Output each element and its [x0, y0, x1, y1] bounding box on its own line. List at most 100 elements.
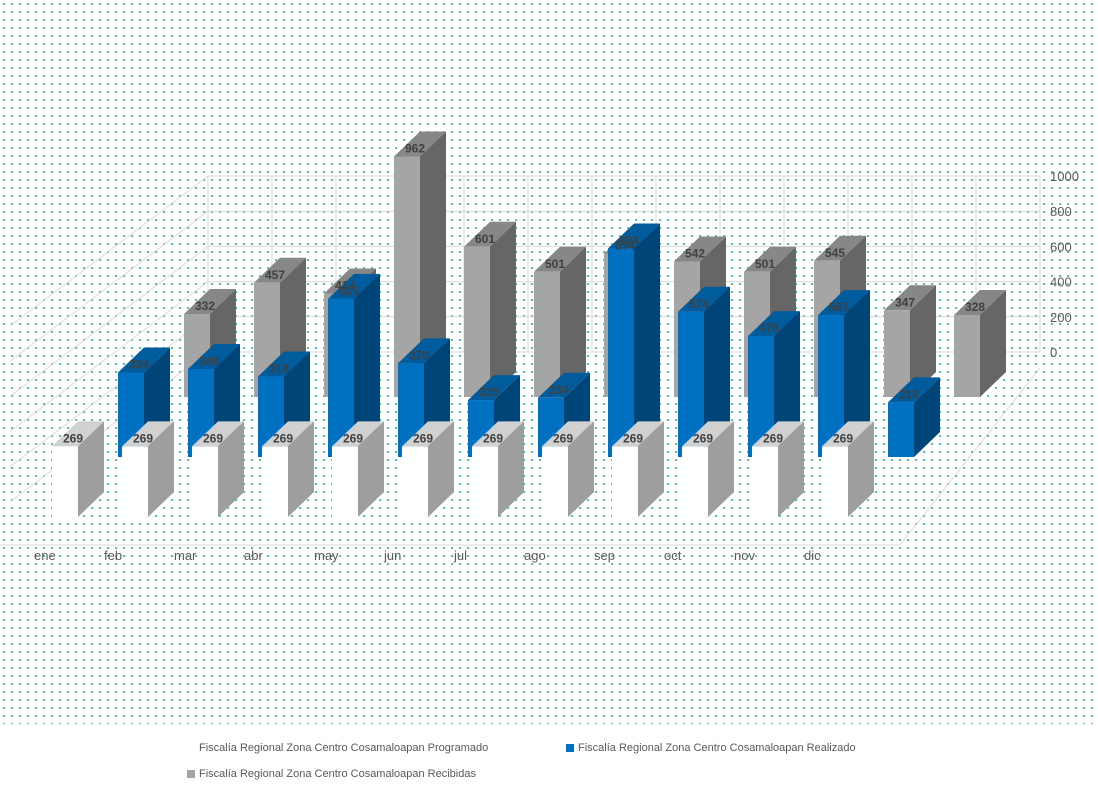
bar-side-face [420, 131, 446, 397]
bar-top-face [818, 290, 870, 316]
data-label: 625 [339, 284, 359, 298]
side-gridline [9, 246, 209, 397]
bar-top-face [674, 236, 726, 262]
x-tick-label: sep [594, 548, 615, 563]
bar-front-face [472, 446, 498, 517]
legend-swatch-realizado [566, 744, 574, 752]
data-label: 269 [483, 431, 503, 445]
data-label: 225 [479, 385, 499, 399]
floor-right-edge [899, 367, 1041, 546]
bar-top-face [748, 311, 800, 337]
bar-front-face [542, 446, 568, 517]
bar-side-face [778, 421, 804, 517]
bar-top-face [258, 351, 310, 377]
legend-swatch-recibidas [187, 770, 195, 778]
bar-front-face [954, 315, 980, 397]
bar-side-face [148, 421, 174, 517]
x-tick-label: dic [804, 548, 821, 563]
bar-top-face [682, 421, 734, 447]
bar-front-face [332, 446, 358, 517]
bar-side-face [910, 285, 936, 397]
bar-side-face [774, 311, 800, 457]
legend-item-programado: Fiscalía Regional Zona Centro Cosamaloap… [187, 742, 488, 754]
legend-item-realizado: Fiscalía Regional Zona Centro Cosamaloap… [566, 742, 856, 754]
data-label: 269 [203, 431, 223, 445]
y-tick-label: 200 [1050, 310, 1072, 325]
data-label: 269 [273, 431, 293, 445]
x-tick-label: mar [174, 548, 197, 563]
bar-2-may [464, 221, 516, 397]
bar-front-face [682, 446, 708, 517]
data-label: 269 [413, 431, 433, 445]
data-label: 216 [899, 387, 919, 401]
x-tick-label: ene [34, 548, 56, 563]
data-label: 269 [553, 431, 573, 445]
data-label: 962 [405, 142, 425, 156]
bar-top-face [678, 286, 730, 312]
bar-top-face [612, 421, 664, 447]
bar-side-face [844, 290, 870, 457]
data-label: 318 [269, 362, 289, 376]
data-label: 574 [615, 239, 635, 253]
bar-top-face [184, 289, 236, 314]
y-tick-label: 600 [1050, 239, 1072, 254]
bar-top-face [464, 221, 516, 247]
legend-swatch-programado [187, 744, 195, 752]
data-label: 370 [409, 348, 429, 362]
bar-side-face [78, 421, 104, 517]
bar-front-face [608, 248, 634, 457]
bar-top-face [888, 377, 940, 403]
x-tick-label: nov [734, 548, 755, 563]
bar-front-face [52, 446, 78, 517]
bar-top-face [398, 338, 450, 364]
data-label: 414 [335, 279, 355, 293]
bar-2-dic [954, 290, 1006, 397]
bar-0-mar [192, 421, 244, 517]
bar-0-oct [682, 421, 734, 517]
bar-top-face [52, 421, 104, 447]
bar-top-face [542, 421, 594, 447]
bar-1-sep [678, 286, 730, 457]
x-tick-label: feb [104, 548, 122, 563]
x-tick-label: oct [664, 548, 682, 563]
bar-side-face [568, 421, 594, 517]
bar-0-sep [612, 421, 664, 517]
bar-top-face [122, 421, 174, 447]
legend-label-programado: Fiscalía Regional Zona Centro Cosamaloap… [199, 742, 489, 754]
data-label: 574 [689, 297, 709, 311]
bar-top-face [118, 347, 170, 373]
data-label: 269 [763, 431, 783, 445]
bar-top-face [332, 421, 384, 447]
bar-top-face [254, 257, 306, 283]
bar-side-face [914, 377, 940, 457]
data-label: 601 [475, 232, 495, 246]
side-gridline [9, 316, 209, 468]
bar-top-face [394, 131, 446, 157]
bar-side-face [428, 421, 454, 517]
bar-top-face [192, 421, 244, 447]
bar-front-face [888, 402, 914, 457]
bar-front-face [122, 446, 148, 517]
bar-front-face [752, 446, 778, 517]
bar-side-face [708, 421, 734, 517]
bar-top-face [608, 223, 660, 249]
bar-side-face [634, 223, 660, 457]
data-label: 501 [545, 257, 565, 271]
legend-label-recibidas: Fiscalía Regional Zona Centro Cosamaloap… [199, 768, 476, 780]
data-label: 269 [133, 431, 153, 445]
data-label: 269 [343, 431, 363, 445]
bar-side-face [560, 246, 586, 397]
data-label: 269 [833, 431, 853, 445]
chart-data-labels: 332 457 414 962 601 501 574 542 501 545 347 328 334 3… [63, 142, 985, 446]
x-tick-label: jun [383, 548, 401, 563]
bar-0-may [332, 421, 384, 517]
bar-top-face [328, 273, 380, 299]
bar-0-jun [402, 421, 454, 517]
bar-top-face [538, 372, 590, 398]
bar-side-face [980, 290, 1006, 397]
bar-top-face [744, 246, 796, 272]
bar-side-face [218, 421, 244, 517]
bar-0-dic [822, 421, 874, 517]
chart: 332 457 414 962 601 501 574 542 501 545 347 328 334 3… [0, 131, 1079, 563]
bar-1-nov [818, 290, 870, 457]
